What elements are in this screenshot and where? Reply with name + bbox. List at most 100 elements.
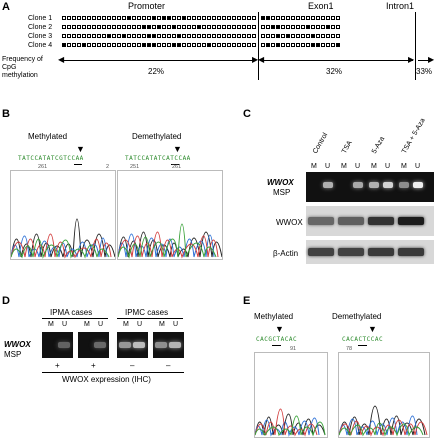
cpg-site <box>227 43 231 47</box>
cpg-site <box>296 16 300 20</box>
cpg-site <box>152 25 156 29</box>
cpg-site <box>306 34 310 38</box>
cpg-site <box>102 43 106 47</box>
cpg-site <box>152 43 156 47</box>
cpg-site <box>247 43 251 47</box>
cpg-site <box>182 25 186 29</box>
cpg-site <box>212 43 216 47</box>
cpg-site <box>97 34 101 38</box>
cpg-site <box>112 34 116 38</box>
marker-triangle-e2: ▼ <box>368 324 377 334</box>
cpg-site <box>77 34 81 38</box>
cpg-site <box>252 34 256 38</box>
region-intron1-label: Intron1 <box>386 1 415 11</box>
exon-arrow-line <box>261 60 413 61</box>
cpg-site <box>202 34 206 38</box>
cpg-site <box>247 25 251 29</box>
panel-b-letter: B <box>2 108 10 120</box>
cpg-site <box>286 34 290 38</box>
cpg-site <box>137 34 141 38</box>
cpg-site <box>321 34 325 38</box>
cpg-site <box>336 34 340 38</box>
lane-u-label: U <box>415 163 421 170</box>
marker-triangle-e1: ▼ <box>275 324 284 334</box>
position-e2: 78 <box>346 346 353 352</box>
panel-b-methylated-title: Methylated <box>28 132 68 141</box>
cpg-site <box>321 25 325 29</box>
cpg-site <box>306 25 310 29</box>
frequency-label-line-1: Frequency of <box>2 56 43 63</box>
cpg-site <box>172 43 176 47</box>
cpg-site <box>202 43 206 47</box>
cpg-site <box>122 43 126 47</box>
cpg-site <box>261 25 265 29</box>
cpg-site <box>132 34 136 38</box>
cpg-site <box>67 43 71 47</box>
western-band <box>308 248 334 256</box>
cpg-site <box>316 25 320 29</box>
cpg-site <box>177 34 181 38</box>
cpg-site <box>122 34 126 38</box>
cpg-site <box>286 25 290 29</box>
cpg-site <box>187 43 191 47</box>
cpg-site <box>311 16 315 20</box>
cpg-site <box>266 43 270 47</box>
promoter-percentage: 22% <box>148 67 165 76</box>
cpg-site <box>291 34 295 38</box>
cpg-site <box>147 43 151 47</box>
actin-western-label: β-Actin <box>273 249 299 258</box>
cpg-site <box>167 43 171 47</box>
cpg-site <box>217 43 221 47</box>
cpg-site <box>167 25 171 29</box>
frequency-label-line-3: methylation <box>2 72 38 79</box>
cpg-site <box>172 25 176 29</box>
region-promoter-label: Promoter <box>128 1 166 11</box>
position-e1: 91 <box>290 346 297 352</box>
cpg-site <box>72 43 76 47</box>
clone-label-2: Clone 2 <box>28 24 53 31</box>
cpg-site <box>232 16 236 20</box>
cpg-site <box>127 25 131 29</box>
cpg-site <box>142 43 146 47</box>
cpg-site <box>92 43 96 47</box>
cpg-site <box>147 34 151 38</box>
lane-u-label: U <box>325 163 331 170</box>
lane-label-tsa-5aza: TSA + 5-Aza <box>400 117 427 155</box>
lane-u-label: U <box>98 321 104 328</box>
cpg-site <box>72 25 76 29</box>
lane-m-label: M <box>84 321 90 328</box>
cpg-site <box>336 16 340 20</box>
cpg-site <box>227 25 231 29</box>
cpg-site <box>197 25 201 29</box>
cpg-site <box>301 16 305 20</box>
cpg-site <box>242 16 246 20</box>
cpg-site <box>311 25 315 29</box>
cpg-site <box>82 34 86 38</box>
western-band <box>338 248 364 256</box>
cpg-site <box>296 43 300 47</box>
cpg-site <box>217 16 221 20</box>
msp-band <box>119 342 131 348</box>
lane-m-label: M <box>401 163 407 170</box>
cpg-site <box>82 25 86 29</box>
cpg-site <box>271 34 275 38</box>
cpg-site <box>331 16 335 20</box>
cpg-site <box>172 16 176 20</box>
panel-b-demethylated-title: Demethylated <box>132 132 182 141</box>
promoter-arrow-line <box>62 60 256 61</box>
cpg-site <box>202 16 206 20</box>
cpg-site <box>197 16 201 20</box>
cpg-site <box>137 16 141 20</box>
cpg-site <box>276 43 280 47</box>
western-band <box>398 217 424 225</box>
actin-western-blot <box>306 240 434 264</box>
ihc-sign-4: – <box>166 361 171 370</box>
msp-gel-c <box>306 172 434 202</box>
lane-u-label: U <box>385 163 391 170</box>
cpg-site <box>62 16 66 20</box>
cpg-site <box>77 25 81 29</box>
cpg-site <box>276 34 280 38</box>
panel-a-letter: A <box>2 1 10 13</box>
cpg-site <box>217 34 221 38</box>
